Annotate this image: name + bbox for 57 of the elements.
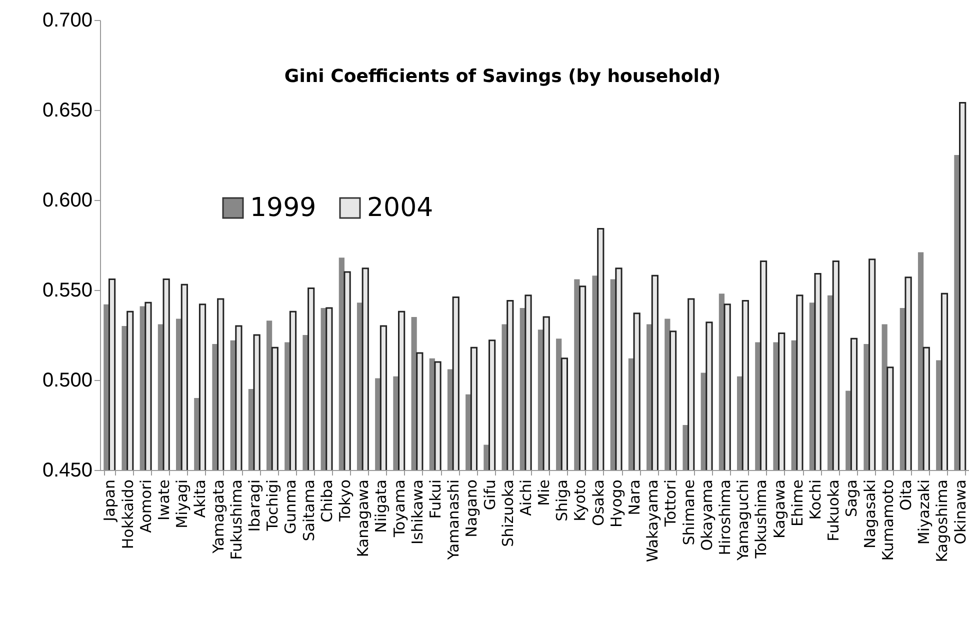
y-tick-label: 0.600 [42,190,92,212]
x-tick-label: Akita [191,480,210,518]
x-tick-label: Oita [896,480,915,511]
x-tick-label: Yamaguchi [734,480,752,562]
x-tick-label: Ishikawa [408,480,426,544]
x-tick-label: Hokkaido [118,480,137,550]
x-tick-label: Fukushima [227,480,246,560]
x-tick-label: Kanagawa [354,480,372,558]
x-tick-label: Gifu [480,480,499,510]
y-tick-label: 0.450 [42,460,92,482]
x-tick-label: Nagano [462,480,481,538]
x-tick-label: Kochi [806,480,824,520]
x-tick-label: Yamanashi [444,480,463,561]
x-tick-label: Iwate [155,480,174,520]
x-tick-label: Aomori [136,480,155,533]
x-tick-label: Chiba [318,480,336,522]
x-tick-label: Wakayama [644,480,662,562]
x-tick-label: Miyazaki [915,480,934,545]
x-tick-label: Tokyo [336,480,354,522]
x-tick-label: Kyoto [571,480,590,522]
x-tick-label: Tottori [662,480,680,528]
x-tick-label: Ibaragi [246,480,264,532]
legend-label: 1999 [250,193,316,223]
y-tick-label: 0.550 [42,280,92,302]
x-tick-label: Hiroshima [716,480,734,556]
x-tick-label: Hyogo [607,480,626,528]
x-tick-label: Shizuoka [498,480,517,547]
x-tick-label: Nara [626,480,644,516]
x-tick-label: Tochigi [264,480,282,532]
x-tick-label: Okinawa [951,480,969,544]
x-tick-label: Nagasaki [860,480,879,548]
x-tick-label: Mie [535,480,554,506]
y-tick-label: 0.700 [42,10,92,32]
x-tick-label: Miyagi [173,480,192,528]
legend-label: 2004 [367,193,434,223]
x-tick-label: Japan [100,480,119,522]
x-tick-label: Okayama [698,480,716,551]
x-tick-label: Saitama [300,480,318,542]
x-tick-label: Shimane [680,480,698,546]
y-tick-label: 0.500 [42,370,92,392]
x-tick-label: Saga [842,480,861,517]
x-tick-label: Kumamoto [878,480,897,561]
y-tick-label: 0.650 [42,100,92,122]
x-tick-label: Osaka [589,480,608,526]
x-tick-label: Shiga [553,480,572,522]
x-tick-label: Yamagata [209,480,228,554]
x-tick-label: Niigata [372,480,390,533]
x-tick-label: Fukuoka [824,480,843,542]
x-tick-label: Toyama [390,480,408,538]
text: Gini Coefficients of Savings (by household) [284,66,721,87]
x-tick-label: Aichi [516,480,535,516]
x-tick-label: Tokushima [752,480,770,560]
x-tick-label: Ehime [788,480,806,526]
x-tick-label: Kagoshima [933,480,952,562]
x-tick-label: Kagawa [770,480,788,538]
x-tick-label: Fukui [426,480,444,519]
x-tick-label: Gunma [282,480,300,534]
